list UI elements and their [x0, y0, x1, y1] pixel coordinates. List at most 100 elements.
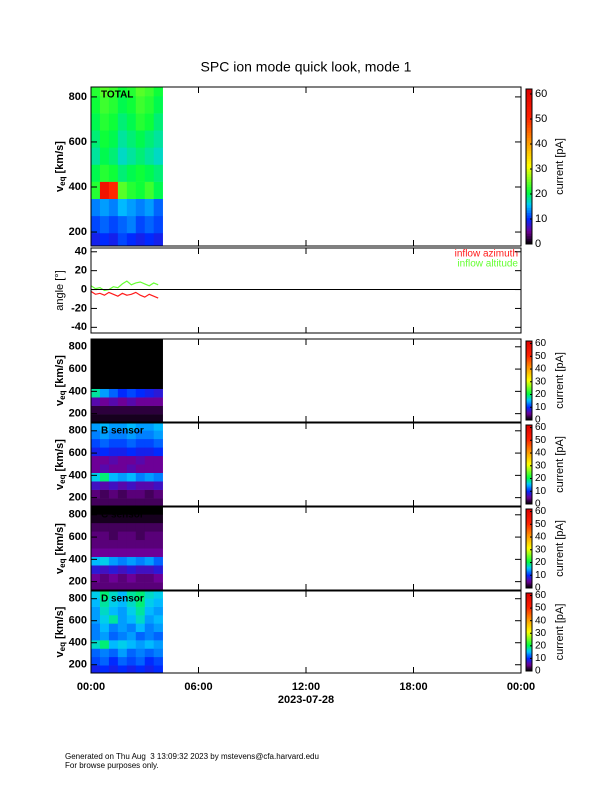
colorbar-step	[526, 522, 532, 524]
colorbar-step	[526, 585, 532, 588]
heatmap-cell	[153, 548, 163, 557]
heatmap-cell	[117, 648, 128, 658]
colorbar-step	[526, 523, 532, 526]
colorbar-step	[526, 516, 532, 519]
colorbar-step	[526, 647, 532, 650]
heatmap-cell	[99, 447, 110, 457]
heatmap-cell	[91, 481, 101, 490]
heatmap-cell	[135, 447, 146, 457]
x-tick-label: 12:00	[292, 681, 320, 693]
colorbar-step	[526, 634, 532, 637]
colorbar-step	[526, 464, 532, 467]
heatmap-cell	[126, 346, 137, 356]
y-label-unit: [km/s]	[54, 606, 66, 639]
heatmap-cell	[153, 430, 163, 440]
heatmap-cell	[126, 164, 137, 182]
colorbar-step	[526, 238, 532, 242]
colorbar-step	[526, 604, 532, 607]
heatmap-cell	[108, 556, 119, 566]
heatmap-cell	[126, 232, 137, 246]
colorbar-step	[526, 182, 532, 185]
heatmap-cell	[99, 423, 110, 431]
colorbar-tick-label: 40	[535, 138, 547, 150]
heatmap-cell	[108, 640, 119, 649]
footer-line: For browse purposes only.	[65, 761, 159, 770]
heatmap-cell	[91, 96, 101, 114]
colorbar-step	[526, 161, 532, 165]
colorbar-step	[526, 650, 532, 652]
colorbar-step	[526, 574, 532, 577]
colorbar-step	[526, 428, 532, 431]
heatmap-cell	[117, 181, 128, 200]
colorbar-step	[526, 225, 532, 229]
heatmap-cell	[99, 556, 110, 566]
colorbar-tick-label: 50	[535, 519, 547, 530]
colorbar-tick-label: 0	[535, 499, 541, 510]
colorbar-step	[526, 207, 532, 211]
heatmap-cell	[135, 423, 146, 431]
colorbar-step	[526, 352, 532, 355]
heatmap-cell	[144, 414, 155, 422]
y-tick-label: 200	[69, 226, 87, 238]
heatmap-cell	[135, 623, 146, 633]
colorbar-step	[526, 431, 532, 434]
heatmap-cell	[117, 582, 128, 590]
heatmap-cell	[126, 472, 137, 482]
heatmap-cell	[126, 591, 137, 599]
colorbar-step	[526, 364, 532, 367]
colorbar-step	[526, 596, 532, 599]
heatmap-cell	[126, 623, 137, 633]
heatmap-cell	[126, 181, 137, 200]
colorbar-step	[526, 402, 532, 405]
heatmap-cell	[126, 464, 137, 473]
heatmap-cell	[144, 656, 155, 666]
x-tick-label: 00:00	[507, 681, 535, 693]
heatmap-cell	[99, 522, 110, 532]
heatmap-cell	[108, 438, 119, 448]
heatmap-cell	[108, 346, 119, 356]
heatmap-cell	[108, 130, 119, 148]
heatmap-cell	[135, 573, 146, 583]
heatmap-cell	[99, 181, 110, 200]
heatmap-cell	[126, 380, 137, 389]
heatmap-cell	[153, 606, 163, 616]
colorbar-step	[526, 611, 532, 613]
colorbar-step	[526, 654, 532, 656]
heatmap-cell	[144, 232, 155, 246]
colorbar-step	[526, 210, 532, 214]
heatmap-cell	[126, 665, 137, 673]
heatmap-cell	[91, 598, 101, 607]
colorbar-tick-label: 60	[535, 506, 547, 517]
heatmap-cell	[99, 591, 110, 599]
heatmap-cell	[117, 423, 128, 431]
heatmap-cell	[117, 430, 128, 440]
heatmap-cell	[117, 147, 128, 165]
colorbar-step	[526, 482, 532, 485]
colorbar-step	[526, 594, 532, 596]
colorbar-step	[526, 174, 532, 178]
heatmap-cell	[135, 464, 146, 473]
colorbar-tick-label: 50	[535, 351, 547, 362]
colorbar-step	[526, 169, 532, 173]
colorbar-tick-label: 40	[535, 448, 547, 459]
heatmap-cell	[99, 514, 110, 524]
heatmap-cell	[126, 539, 137, 549]
colorbar-step	[526, 476, 532, 479]
heatmap-cell	[144, 464, 155, 473]
colorbar-step	[526, 347, 532, 350]
colorbar-step	[526, 545, 532, 548]
colorbar-step	[526, 603, 532, 606]
colorbar-step	[526, 472, 532, 475]
heatmap-cell	[153, 623, 163, 633]
y-tick-label: 200	[69, 576, 87, 588]
colorbar-step	[526, 541, 532, 544]
heatmap-cell	[108, 631, 119, 641]
heatmap-cell	[135, 514, 146, 524]
colorbar-step	[526, 608, 532, 611]
heatmap-cell	[91, 591, 101, 599]
heatmap-cell	[99, 198, 110, 217]
heatmap-cell	[99, 346, 110, 356]
colorbar-step	[526, 638, 532, 641]
colorbar-step	[526, 612, 532, 615]
heatmap-cell	[135, 631, 146, 641]
